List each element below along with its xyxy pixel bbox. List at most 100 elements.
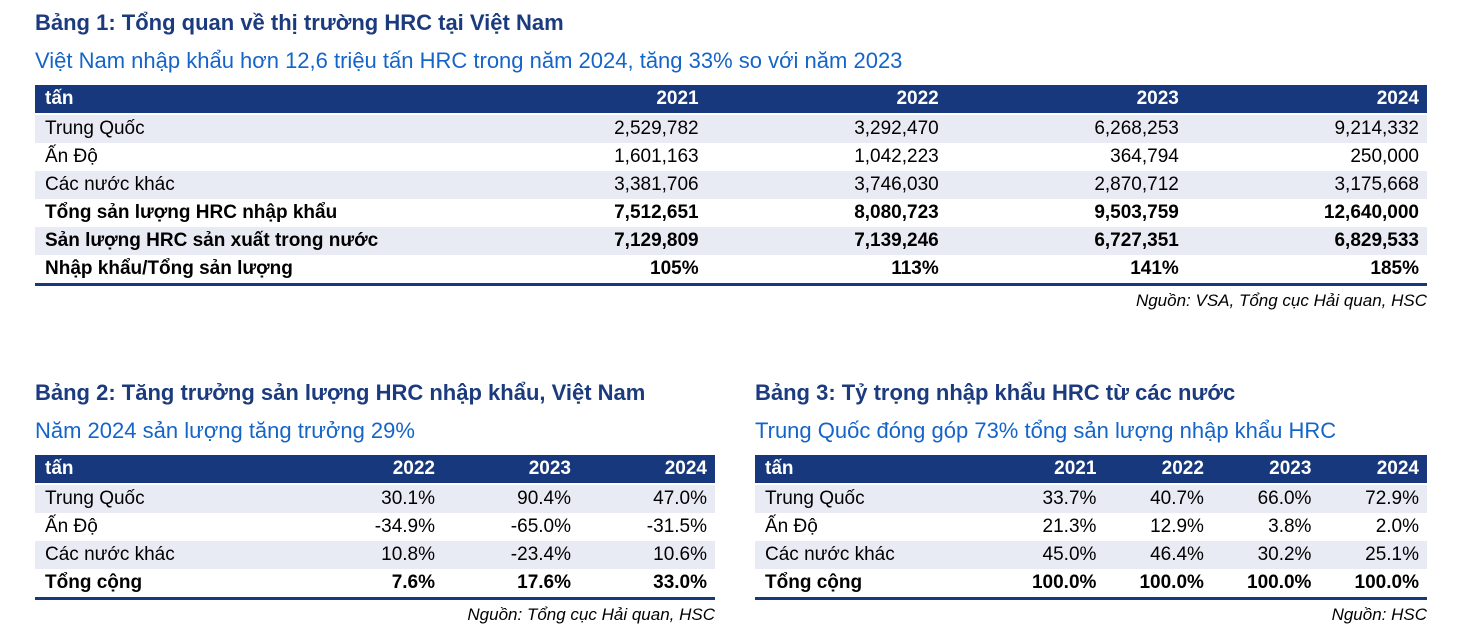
cell-value: 7.6% — [391, 572, 435, 593]
row-label: Sản lượng HRC sản xuất trong nước — [45, 230, 379, 251]
cell-value: 105% — [650, 258, 699, 279]
cell-value: 10.8% — [381, 544, 435, 565]
table-row: Ấn Độ 1,601,163 1,042,223 364,794 250,000 — [35, 143, 1427, 171]
row-label: Ấn Độ — [45, 516, 98, 537]
cell-value: 113% — [891, 258, 939, 279]
bottom-tables-row: Bảng 2: Tăng trưởng sản lượng HRC nhập k… — [35, 380, 1427, 626]
year-column-header: 2021 — [996, 455, 1105, 485]
cell-value: 7,139,246 — [854, 230, 939, 251]
table2-title: Bảng 2: Tăng trưởng sản lượng HRC nhập k… — [35, 380, 646, 405]
unit-header: tấn — [755, 455, 997, 485]
unit-header: tấn — [35, 85, 467, 115]
cell-value: 6,727,351 — [1094, 230, 1179, 251]
row-label: Ấn Độ — [765, 516, 818, 537]
table1-market-overview: tấn 2021 2022 2023 2024 Trung Quốc 2,529,782 3,… — [35, 85, 1427, 286]
row-label: Trung Quốc — [765, 488, 865, 509]
cell-value: 25.1% — [1365, 544, 1419, 565]
cell-value: 100.0% — [1031, 572, 1097, 593]
header-row: tấn 2021 2022 2023 2024 — [755, 455, 1427, 485]
table3-import-share: tấn 2021 2022 2023 2024 Trung Quốc 33.7% 40.7% 6… — [755, 455, 1427, 600]
cell-value: 250,000 — [1350, 146, 1419, 167]
cell-value: 90.4% — [517, 488, 571, 509]
cell-value: 6,829,533 — [1334, 230, 1419, 251]
table1-title: Bảng 1: Tổng quan về thị trường HRC tại … — [35, 10, 564, 35]
table1-source: Nguồn: VSA, Tổng cục Hải quan, HSC — [1135, 291, 1427, 310]
cell-value: 2,870,712 — [1094, 174, 1179, 195]
table-row: Các nước khác 45.0% 46.4% 30.2% 25.1% — [755, 541, 1427, 569]
cell-value: 1,042,223 — [854, 146, 939, 167]
year-column-header: 2023 — [443, 455, 579, 485]
table-row: Trung Quốc 30.1% 90.4% 47.0% — [35, 484, 715, 513]
table-row: Ấn Độ 21.3% 12.9% 3.8% 2.0% — [755, 513, 1427, 541]
year-column-header: 2021 — [466, 85, 707, 115]
cell-value: 72.9% — [1365, 488, 1419, 509]
table-row: Tổng cộng 100.0% 100.0% 100.0% 100.0% — [755, 569, 1427, 599]
cell-value: 185% — [1370, 258, 1419, 279]
cell-value: 33.0% — [653, 572, 707, 593]
year-column-header: 2023 — [1211, 455, 1320, 485]
cell-value: 6,268,253 — [1094, 118, 1179, 139]
cell-value: 30.2% — [1257, 544, 1312, 565]
table3-section: Bảng 3: Tỷ trọng nhập khẩu HRC từ các nư… — [755, 380, 1427, 626]
cell-value: 9,214,332 — [1334, 118, 1419, 139]
table2-subtitle: Năm 2024 sản lượng tăng trưởng 29% — [35, 418, 415, 443]
year-column-header: 2022 — [307, 455, 443, 485]
table-row: Tổng cộng 7.6% 17.6% 33.0% — [35, 569, 715, 599]
header-row: tấn 2022 2023 2024 — [35, 455, 715, 485]
table2-import-growth: tấn 2022 2023 2024 Trung Quốc 30.1% 90.4% 47.0%… — [35, 455, 715, 600]
table1-section: Bảng 1: Tổng quan về thị trường HRC tại … — [35, 10, 1427, 312]
header-row: tấn 2021 2022 2023 2024 — [35, 85, 1427, 115]
cell-value: 30.1% — [381, 488, 435, 509]
cell-value: 2,529,782 — [614, 118, 699, 139]
cell-value: 66.0% — [1257, 488, 1312, 509]
cell-value: -23.4% — [510, 544, 571, 565]
cell-value: 45.0% — [1042, 544, 1097, 565]
cell-value: -34.9% — [374, 516, 435, 537]
row-label: Nhập khẩu/Tổng sản lượng — [45, 258, 293, 279]
row-label: Trung Quốc — [45, 118, 145, 139]
row-label: Trung Quốc — [45, 488, 145, 509]
cell-value: 3,175,668 — [1334, 174, 1419, 195]
cell-value: 100.0% — [1139, 572, 1204, 593]
table2-source: Nguồn: Tổng cục Hải quan, HSC — [467, 605, 715, 624]
cell-value: 47.0% — [653, 488, 707, 509]
cell-value: 33.7% — [1042, 488, 1097, 509]
row-label: Tổng sản lượng HRC nhập khẩu — [45, 202, 338, 223]
cell-value: 7,512,651 — [614, 202, 699, 223]
cell-value: 12.9% — [1150, 516, 1204, 537]
cell-value: 8,080,723 — [854, 202, 939, 223]
cell-value: 141% — [1130, 258, 1179, 279]
table-row: Trung Quốc 2,529,782 3,292,470 6,268,253 9,2… — [35, 114, 1427, 143]
cell-value: 17.6% — [517, 572, 571, 593]
cell-value: 3,381,706 — [614, 174, 699, 195]
cell-value: 21.3% — [1042, 516, 1097, 537]
cell-value: 3.8% — [1268, 516, 1312, 537]
table1-subtitle: Việt Nam nhập khẩu hơn 12,6 triệu tấn HR… — [35, 48, 903, 73]
cell-value: 3,746,030 — [854, 174, 939, 195]
cell-value: 1,601,163 — [614, 146, 699, 167]
table-row: Sản lượng HRC sản xuất trong nước 7,129,8… — [35, 227, 1427, 255]
cell-value: 364,794 — [1110, 146, 1179, 167]
table3-subtitle: Trung Quốc đóng góp 73% tổng sản lượng n… — [755, 418, 1337, 443]
cell-value: -31.5% — [646, 516, 707, 537]
cell-value: 9,503,759 — [1094, 202, 1179, 223]
table3-source: Nguồn: HSC — [1331, 605, 1427, 624]
unit-header: tấn — [35, 455, 307, 485]
cell-value: 40.7% — [1150, 488, 1204, 509]
year-column-header: 2024 — [1186, 85, 1427, 115]
year-column-header: 2023 — [946, 85, 1187, 115]
cell-value: 46.4% — [1150, 544, 1204, 565]
table3-title: Bảng 3: Tỷ trọng nhập khẩu HRC từ các nư… — [755, 380, 1236, 405]
year-column-header: 2022 — [706, 85, 947, 115]
row-label: Tổng cộng — [765, 572, 863, 593]
table-row: Ấn Độ -34.9% -65.0% -31.5% — [35, 513, 715, 541]
year-column-header: 2024 — [1319, 455, 1427, 485]
cell-value: 2.0% — [1375, 516, 1419, 537]
cell-value: 12,640,000 — [1323, 202, 1419, 223]
row-label: Các nước khác — [765, 544, 895, 565]
table2-section: Bảng 2: Tăng trưởng sản lượng HRC nhập k… — [35, 380, 715, 626]
table-row: Các nước khác 10.8% -23.4% 10.6% — [35, 541, 715, 569]
table-row: Các nước khác 3,381,706 3,746,030 2,870,712… — [35, 171, 1427, 199]
cell-value: 3,292,470 — [854, 118, 939, 139]
year-column-header: 2022 — [1104, 455, 1212, 485]
